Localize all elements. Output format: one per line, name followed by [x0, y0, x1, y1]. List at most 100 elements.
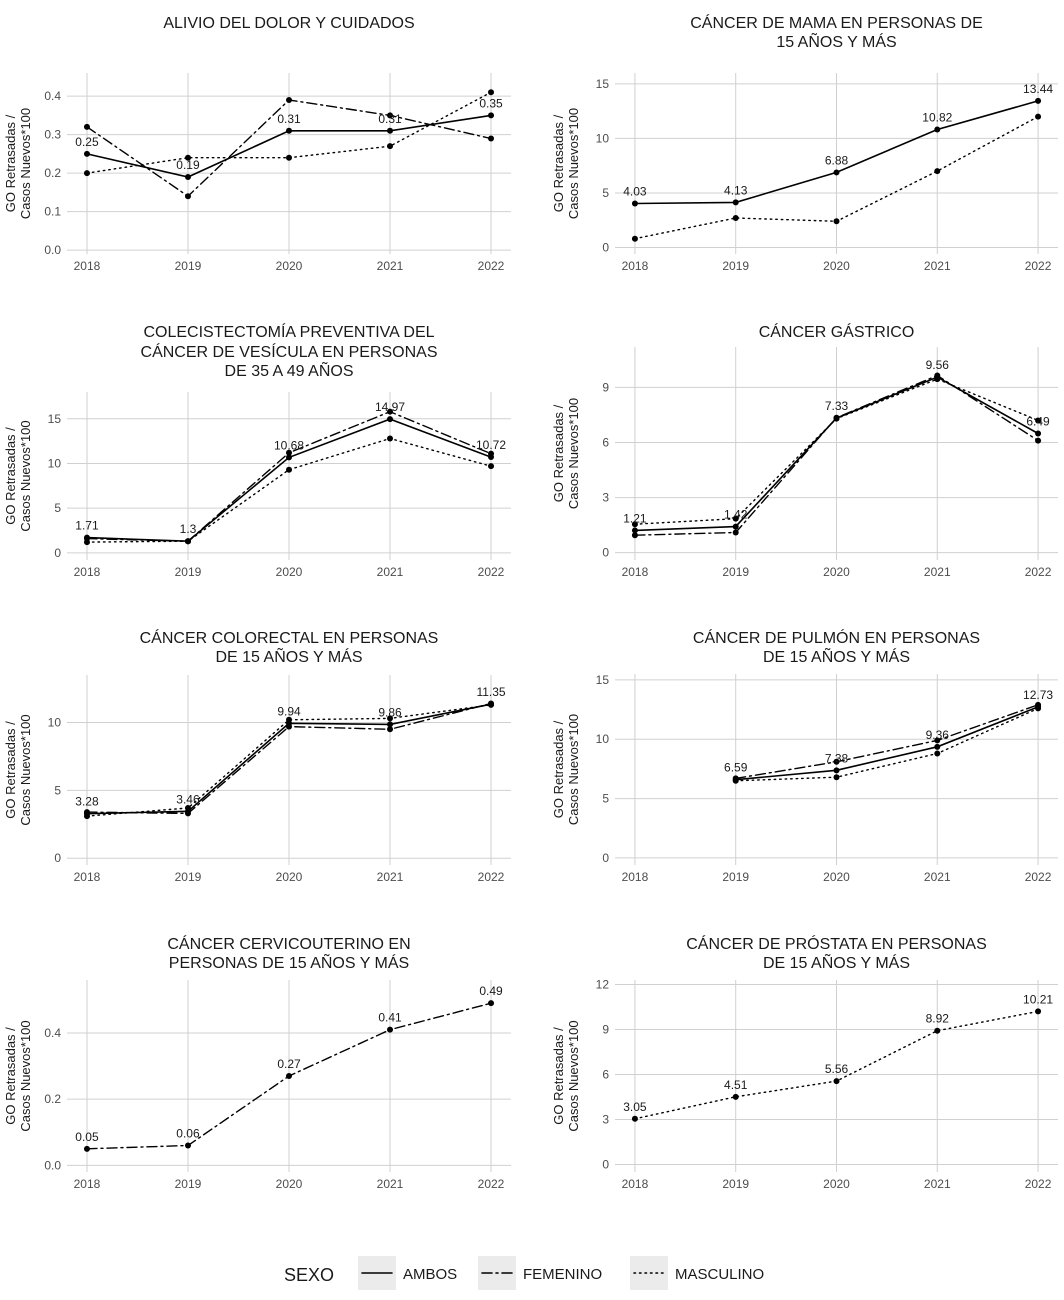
data-point-masculino: [83, 170, 90, 177]
data-label: 6.88: [825, 153, 849, 167]
data-point-ambos: [934, 126, 941, 133]
x-tick-label: 2018: [74, 870, 101, 884]
data-point-masculino: [387, 143, 394, 150]
series-line-masculino: [86, 437, 492, 543]
data-point-ambos: [488, 112, 495, 119]
data-point-masculino: [732, 215, 739, 222]
y-tick-label: 5: [54, 501, 61, 515]
data-label: 10.21: [1023, 992, 1053, 1006]
series-line-masculino: [86, 704, 492, 817]
data-point-ambos: [286, 720, 292, 727]
data-point-femenino: [184, 1142, 191, 1149]
x-tick-label: 2019: [722, 1177, 749, 1191]
data-label: 9.36: [926, 728, 950, 742]
y-tick-label: 5: [602, 792, 609, 806]
y-tick-label: 12: [596, 978, 610, 992]
y-tick-label: 15: [48, 412, 62, 426]
data-label: 1.71: [75, 519, 99, 533]
data-label: 9.94: [277, 704, 301, 718]
data-label: 10.68: [274, 438, 304, 452]
data-point-masculino: [387, 715, 394, 722]
data-point-femenino: [387, 112, 394, 119]
data-point-femenino: [934, 737, 941, 744]
series-line-femenino: [735, 704, 1039, 780]
y-tick-label: 0: [602, 240, 609, 254]
y-tick-label: 15: [596, 77, 610, 91]
panel-title: 15 AÑOS Y MÁS: [776, 31, 896, 51]
data-label: 0.35: [479, 96, 503, 110]
panel-title: DE 35 A 49 AÑOS: [225, 360, 354, 380]
x-tick-label: 2019: [175, 870, 202, 884]
data-point-ambos: [387, 416, 394, 423]
panel-title: ALIVIO DEL DOLOR Y CUIDADOS: [163, 15, 414, 32]
x-tick-label: 2018: [74, 259, 101, 273]
y-tick-label: 0: [602, 851, 609, 865]
legend-item-masculino: MASCULINO: [630, 1256, 764, 1290]
data-label: 0.31: [277, 112, 301, 126]
data-point-masculino: [833, 1078, 840, 1085]
y-axis-label: GO Retrasadas /: [551, 720, 566, 818]
x-tick-label: 2021: [924, 565, 951, 579]
data-label: 6.49: [1026, 414, 1050, 428]
data-label: 9.86: [378, 705, 402, 719]
x-tick-label: 2020: [276, 565, 303, 579]
y-axis-label: GO Retrasadas /: [551, 404, 566, 502]
y-axis-label: Casos Nuevos*100: [566, 108, 581, 219]
data-point-ambos: [934, 374, 941, 381]
data-label: 3.05: [623, 1100, 647, 1114]
y-axis-label: Casos Nuevos*100: [18, 714, 33, 825]
x-tick-label: 2021: [377, 870, 404, 884]
data-point-ambos: [488, 454, 495, 461]
data-point-masculino: [732, 1093, 739, 1100]
data-point-ambos: [631, 200, 638, 207]
data-point-masculino: [387, 435, 394, 442]
chart-panel: ALIVIO DEL DOLOR Y CUIDADOS PALIATIVOS PO…: [3, 0, 511, 273]
x-tick-label: 2022: [478, 870, 505, 884]
data-point-ambos: [1035, 97, 1042, 104]
x-tick-label: 2018: [622, 1177, 649, 1191]
panel-title: CÁNCER DE MAMA EN PERSONAS DE: [690, 13, 983, 32]
x-tick-label: 2020: [276, 1177, 303, 1191]
panel-title: PERSONAS DE 15 AÑOS Y MÁS: [169, 952, 409, 972]
data-label: 4.13: [724, 183, 748, 197]
data-point-masculino: [833, 218, 840, 225]
series-line-masculino: [735, 707, 1039, 782]
data-point-ambos: [488, 701, 495, 708]
x-tick-label: 2019: [722, 565, 749, 579]
data-point-ambos: [833, 767, 840, 774]
data-point-masculino: [1035, 417, 1042, 424]
data-label: 10.72: [476, 438, 506, 452]
x-tick-label: 2021: [924, 870, 951, 884]
data-point-masculino: [934, 750, 941, 757]
data-point-masculino: [631, 235, 638, 242]
data-point-femenino: [286, 1073, 292, 1079]
panel-title: PALIATIVOS POR CÁNCER: [188, 0, 390, 4]
data-label: 1.3: [180, 522, 197, 536]
legend-label: AMBOS: [403, 1266, 457, 1283]
y-tick-label: 5: [54, 783, 61, 797]
legend-item-femenino: FEMENINO: [478, 1256, 602, 1290]
x-tick-label: 2021: [377, 1177, 404, 1191]
y-tick-label: 0: [54, 851, 61, 865]
x-tick-label: 2019: [175, 1177, 202, 1191]
x-tick-label: 2022: [1025, 1177, 1052, 1191]
y-tick-label: 0.2: [44, 1092, 61, 1106]
data-point-masculino: [1035, 113, 1042, 120]
panel-title: CÁNCER COLORECTAL EN PERSONAS: [140, 628, 439, 647]
panel-title: CÁNCER DE PULMÓN EN PERSONAS: [693, 628, 980, 647]
x-tick-label: 2021: [924, 1177, 951, 1191]
data-point-ambos: [833, 169, 840, 176]
x-tick-label: 2021: [377, 565, 404, 579]
data-point-ambos: [83, 150, 90, 157]
data-label: 5.56: [825, 1062, 849, 1076]
data-point-ambos: [631, 527, 638, 534]
data-point-masculino: [1035, 1008, 1042, 1015]
y-tick-label: 0.4: [44, 89, 61, 103]
y-tick-label: 10: [48, 456, 62, 470]
chart-panel: CÁNCER GÁSTRICO 0 3 6 9 2018 2019 2020 2021 2022 G…: [551, 322, 1058, 579]
